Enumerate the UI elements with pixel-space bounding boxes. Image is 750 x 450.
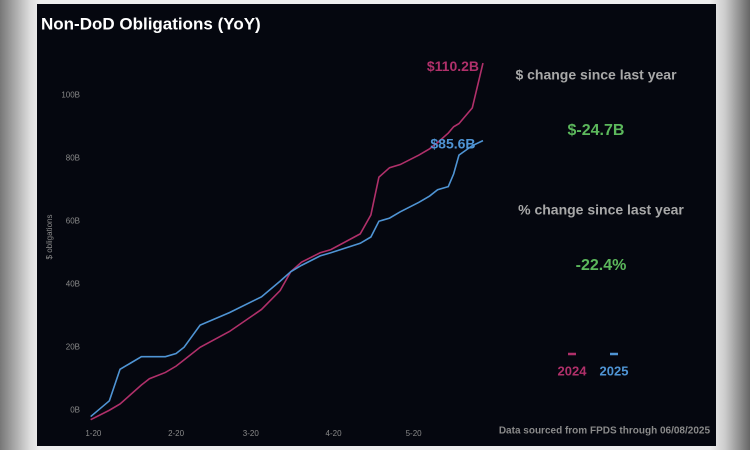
x-tick-label: 1-20 [85, 429, 102, 438]
end-value-label: $110.2B [427, 58, 479, 74]
chart-title: Non-DoD Obligations (YoY) [41, 14, 261, 33]
series-line [90, 62, 484, 421]
x-tick-label: 5-20 [406, 429, 423, 438]
source-note: Data sourced from FPDS through 06/08/202… [499, 426, 711, 437]
legend-label: 2025 [600, 363, 629, 378]
series-line [90, 139, 484, 418]
y-tick-label: 80B [66, 153, 80, 162]
y-tick-label: 0B [70, 405, 80, 414]
y-tick-label: 100B [61, 90, 80, 99]
annotation: $-24.7B [568, 122, 625, 139]
legend-label: 2024 [558, 363, 588, 378]
annotation: $ change since last year [515, 67, 677, 83]
x-tick-label: 3-20 [243, 429, 260, 438]
y-tick-label: 60B [66, 216, 80, 225]
annotation: -22.4% [576, 257, 627, 274]
end-value-label: $85.6B [430, 135, 475, 151]
x-tick-label: 4-20 [326, 429, 343, 438]
annotation: % change since last year [518, 202, 684, 218]
x-tick-label: 2-20 [168, 429, 185, 438]
y-tick-label: 20B [66, 342, 80, 351]
y-tick-label: 40B [66, 279, 80, 288]
y-axis-label: $ obligations [45, 215, 54, 260]
